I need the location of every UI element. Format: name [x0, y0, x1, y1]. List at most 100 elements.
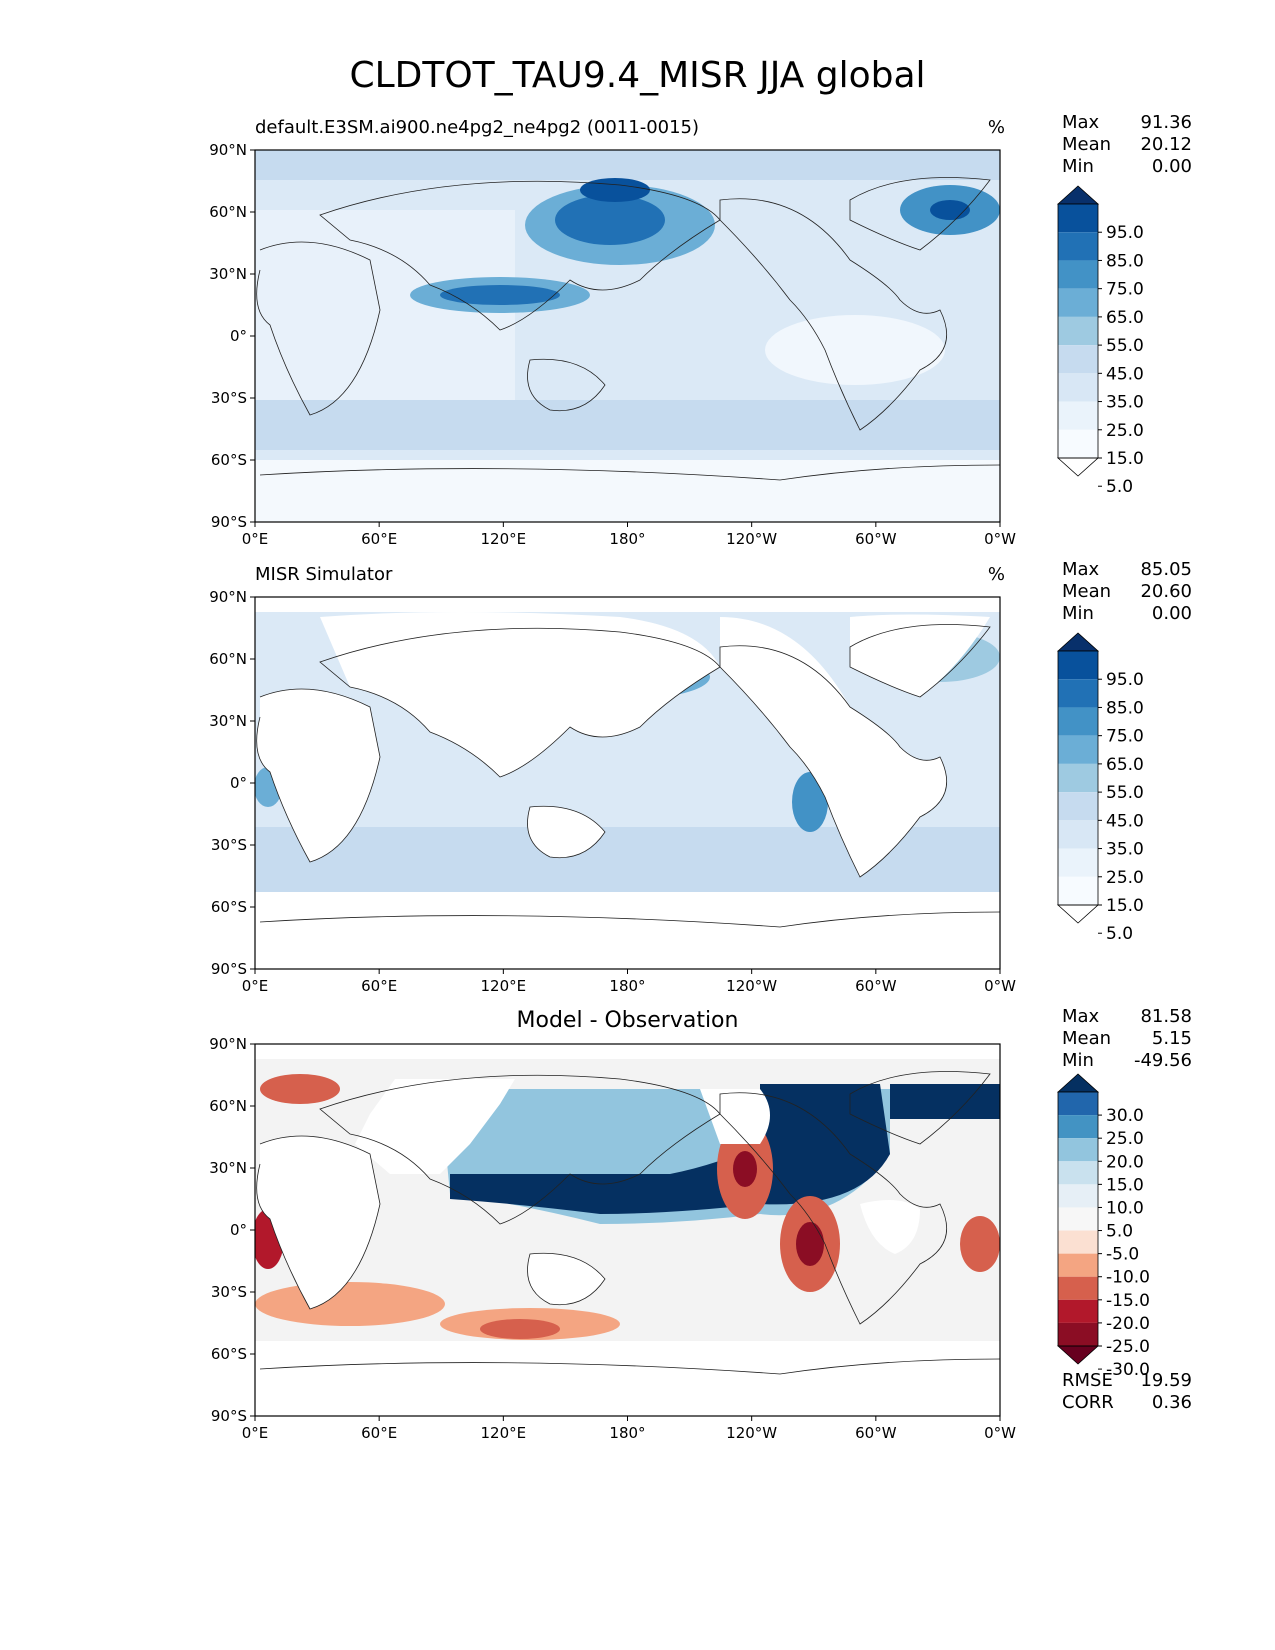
stats-box: Max 85.05 Mean 20.60 Min 0.00 — [1062, 559, 1192, 625]
colorbar-tick-label: -5.0 — [1106, 1245, 1139, 1265]
x-tick-label: 120°W — [726, 977, 777, 995]
colorbar-tick-label: -25.0 — [1106, 1337, 1150, 1357]
field-natlantic-positive — [890, 1084, 1000, 1119]
y-tick-label: 30°S — [211, 389, 247, 407]
stat-label: Max — [1062, 112, 1100, 133]
panel-model: default.E3SM.ai900.ne4pg2_ne4pg2 (0011-0… — [0, 110, 1275, 580]
colorbar-tick-label: -10.0 — [1106, 1268, 1150, 1288]
x-tick-label: 0°E — [242, 530, 269, 548]
x-tick-label: 60°E — [361, 1424, 397, 1442]
colorbar-tick-label: 5.0 — [1106, 477, 1133, 497]
x-tick-label: 0°E — [242, 977, 269, 995]
colorbar: 30.0 25.0 20.0 15.0 10.0 5.0 -5.0 -10.0 -15.0 -20… — [1056, 1073, 1150, 1380]
y-tick-label: 90°N — [209, 588, 247, 606]
panel-unit: % — [987, 564, 1005, 585]
stat-value: 0.00 — [1151, 603, 1192, 624]
map-axes: 0°E 60°E 120°E 180° 120°W 60°W 0°W 90°N 60°N 30°N… — [209, 141, 1016, 548]
colorbar-segment — [1058, 1276, 1098, 1300]
colorbar-segment — [1058, 1184, 1098, 1208]
field-npacific-core — [555, 195, 665, 245]
stat-label: Mean — [1062, 134, 1112, 155]
colorbar-segment — [1058, 1207, 1098, 1231]
x-tick-label: 120°E — [481, 977, 527, 995]
colorbar-tick-label: 95.0 — [1106, 223, 1144, 243]
field-monsoon-core — [440, 285, 560, 305]
colorbar-tick-label: 45.0 — [1106, 364, 1144, 384]
colorbar-segment — [1058, 735, 1098, 764]
colorbar-segment — [1058, 820, 1098, 849]
panel-observation: MISR Simulator % — [0, 557, 1275, 1027]
x-tick-label: 60°E — [361, 977, 397, 995]
panel-difference: Model - Observation — [0, 1004, 1275, 1474]
y-tick-label: 30°S — [211, 836, 247, 854]
stat-value: -49.56 — [1133, 1050, 1192, 1071]
stat-label: Min — [1062, 156, 1094, 177]
x-tick-label: 0°W — [984, 530, 1016, 548]
stat-value: 85.05 — [1140, 559, 1192, 580]
colorbar-tick-label: 65.0 — [1106, 308, 1144, 328]
field-epacific-low — [765, 315, 945, 385]
stats-box: Max 91.36 Mean 20.12 Min 0.00 — [1062, 112, 1192, 178]
stat-label: Mean — [1062, 581, 1112, 602]
x-tick-label: 0°E — [242, 1424, 269, 1442]
colorbar-tick-label: 30.0 — [1106, 1106, 1144, 1126]
colorbar-tick-label: 85.0 — [1106, 251, 1144, 271]
colorbar-tick-label: 5.0 — [1106, 924, 1133, 944]
field-atlantic-east-negative — [960, 1216, 1000, 1272]
colorbar-extend-bottom — [1056, 904, 1100, 924]
map-axes: 0°E 60°E 120°E 180° 120°W 60°W 0°W 90°N 60°N 30°N… — [209, 588, 1016, 995]
axis-ticks: 0°E 60°E 120°E 180° 120°W 60°W 0°W 90°N 60°N 30°N… — [209, 141, 1016, 548]
colorbar-segment — [1058, 1161, 1098, 1185]
colorbar: 95.0 85.0 75.0 65.0 55.0 45.0 35.0 25.0 15.0 5.0 — [1056, 185, 1144, 497]
field-peru-stratocumulus — [792, 772, 828, 832]
colorbar-segment — [1058, 1322, 1098, 1346]
colorbar-segment — [1058, 401, 1098, 430]
colorbar-segment — [1058, 1299, 1098, 1323]
stats-box: Max 81.58 Mean 5.15 Min -49.56 — [1062, 1006, 1192, 1072]
panel-unit: % — [987, 117, 1005, 138]
y-tick-label: 60°N — [209, 203, 247, 221]
stat-label: RMSE — [1062, 1370, 1113, 1391]
field-southern-ocean — [255, 400, 1000, 450]
colorbar-tick-label: 25.0 — [1106, 868, 1144, 888]
coastlines — [256, 1071, 1001, 1375]
colorbar-segment — [1058, 1230, 1098, 1254]
colorbar-tick-label: 15.0 — [1106, 1175, 1144, 1195]
colorbar-tick-label: -20.0 — [1106, 1314, 1150, 1334]
stat-label: Max — [1062, 559, 1100, 580]
colorbar-segment — [1058, 1092, 1098, 1116]
y-tick-label: 90°S — [211, 960, 247, 978]
colorbar-tick-label: 15.0 — [1106, 896, 1144, 916]
colorbar-segment — [1058, 848, 1098, 877]
field-s-pacific-core — [480, 1319, 560, 1339]
colorbar-segment — [1058, 876, 1098, 905]
error-stats-box: RMSE 19.59 CORR 0.36 — [1062, 1370, 1192, 1414]
stat-label: Min — [1062, 1050, 1094, 1071]
colorbar-tick-label: 20.0 — [1106, 1152, 1144, 1172]
colorbar-tick-label: 65.0 — [1106, 755, 1144, 775]
field-s-indian-negative — [255, 1282, 445, 1326]
colorbar-segment — [1058, 288, 1098, 317]
x-tick-label: 120°E — [481, 1424, 527, 1442]
map-axes: 0°E 60°E 120°E 180° 120°W 60°W 0°W 90°N 60°N 30°N… — [209, 1035, 1016, 1442]
colorbar-tick-label: 5.0 — [1106, 1222, 1133, 1242]
stat-value: 20.60 — [1140, 581, 1192, 602]
x-tick-label: 180° — [609, 977, 645, 995]
field-ne-pacific-core — [733, 1151, 757, 1187]
stat-value: 20.12 — [1140, 134, 1192, 155]
x-tick-label: 60°E — [361, 530, 397, 548]
colorbar-tick-label: 55.0 — [1106, 336, 1144, 356]
colorbar-segment — [1058, 792, 1098, 821]
x-tick-label: 60°W — [855, 1424, 897, 1442]
axis-ticks: 0°E 60°E 120°E 180° 120°W 60°W 0°W 90°N 60°N 30°N… — [209, 588, 1016, 995]
y-tick-label: 0° — [230, 774, 247, 792]
colorbar-frame — [1057, 203, 1099, 459]
colorbar-tick-label: 85.0 — [1106, 698, 1144, 718]
stat-label: Max — [1062, 1006, 1100, 1027]
y-tick-label: 30°S — [211, 1283, 247, 1301]
stat-label: Min — [1062, 603, 1094, 624]
y-tick-label: 60°N — [209, 650, 247, 668]
colorbar-frame — [1057, 1091, 1099, 1347]
field-arctic — [255, 150, 1000, 180]
colorbar-segment — [1058, 429, 1098, 458]
